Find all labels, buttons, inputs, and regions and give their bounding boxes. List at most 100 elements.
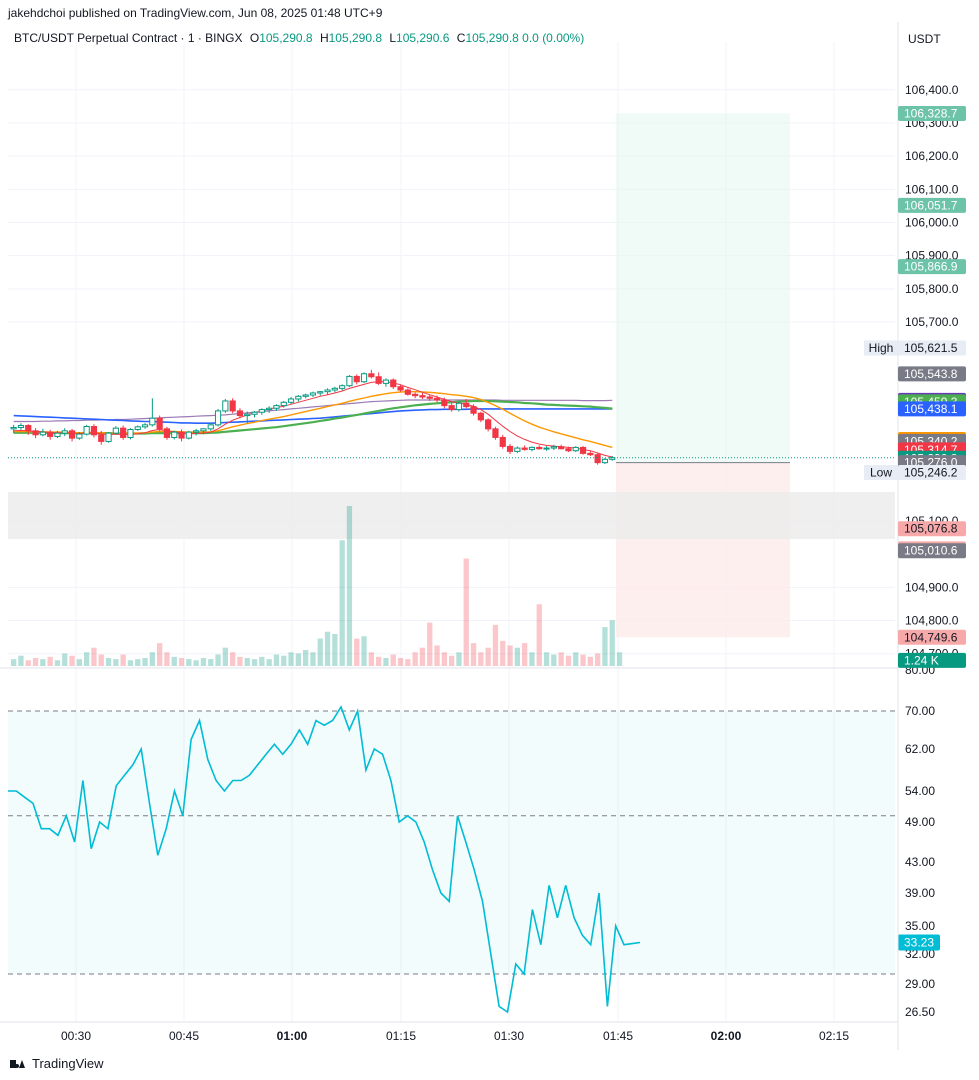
candle-body	[390, 379, 397, 388]
candle-body	[83, 426, 90, 435]
candle-body	[463, 402, 470, 408]
price-tag-box	[898, 259, 966, 275]
candle-body	[609, 457, 616, 460]
candle-body	[244, 413, 251, 417]
candle-body	[207, 424, 214, 430]
open-label: O	[249, 31, 260, 45]
candle-body	[149, 417, 156, 426]
candle-body	[105, 432, 112, 442]
candle-body	[382, 379, 390, 384]
volume-bar	[32, 658, 39, 666]
time-tick-label: 02:00	[711, 1029, 742, 1043]
candle-body	[47, 431, 54, 437]
volume-bar	[449, 655, 455, 666]
ma-long-line	[13, 408, 613, 424]
rsi-tick-label: 54.00	[905, 784, 935, 798]
candle-body	[236, 410, 244, 417]
volume-bar	[368, 652, 374, 666]
volume-bar	[587, 656, 593, 666]
candle-body	[426, 396, 433, 399]
volume-bar	[551, 654, 557, 666]
volume-bar	[281, 655, 287, 666]
candle-body	[477, 412, 484, 421]
candle-body	[156, 417, 163, 430]
candle-body	[572, 446, 579, 452]
candle-body	[485, 419, 492, 430]
candle-body	[455, 402, 463, 411]
candle-body	[193, 430, 200, 433]
candle-body	[317, 391, 324, 394]
volume-bar	[69, 655, 75, 666]
volume-bar	[478, 652, 484, 666]
volume-bar	[616, 652, 623, 666]
candle-body	[419, 395, 426, 398]
price-tag-value: 105,010.6	[904, 544, 958, 558]
volume-bar	[208, 659, 214, 666]
high-label: H	[319, 31, 329, 45]
volume-bar	[193, 660, 199, 666]
brand-name: TradingView	[32, 1056, 104, 1071]
open-value: 105,290.8	[259, 31, 313, 45]
low-value: 105,290.6	[396, 31, 450, 45]
candle-body	[506, 445, 514, 452]
volume-bar	[135, 659, 141, 666]
volume-bar	[405, 659, 411, 666]
volume-bar	[215, 654, 221, 666]
footer: TradingView	[10, 1056, 104, 1071]
loss-zone	[616, 462, 790, 638]
candle-body	[287, 398, 295, 403]
rsi-tick-label: 43.00	[905, 855, 935, 869]
volume-bar	[40, 659, 46, 666]
price-tag-label-box	[864, 340, 898, 356]
volume-bar	[609, 620, 615, 666]
symbol-name[interactable]: BTC/USDT Perpetual Contract · 1 · BINGX	[14, 31, 243, 45]
volume-bar	[339, 540, 345, 666]
volume-bar	[332, 634, 338, 666]
candle-body	[565, 448, 572, 452]
rsi-tick-label: 62.00	[905, 742, 935, 756]
price-tick-label: 106,000.0	[905, 215, 959, 229]
volume-bar	[273, 654, 280, 666]
candle-body	[32, 430, 39, 436]
candle-body	[536, 446, 543, 450]
rsi-line	[8, 705, 641, 1014]
price-tag-box	[898, 366, 966, 382]
long-position-zones[interactable]	[8, 113, 895, 638]
candle-body	[499, 436, 506, 447]
candle-body	[214, 410, 222, 426]
volume-bar	[602, 627, 608, 666]
price-tag-value: 1.24 K	[904, 653, 939, 667]
volume-bar	[288, 652, 294, 666]
volume-bar	[142, 658, 148, 666]
candle-body	[178, 431, 185, 439]
candle-body	[441, 399, 448, 407]
rsi-tick-label: 26.50	[905, 1005, 935, 1019]
rsi-pane: 80.0070.0062.0054.0049.0043.0039.0035.00…	[8, 663, 940, 1019]
candle-body	[17, 425, 25, 428]
volume-bar	[11, 659, 17, 666]
price-tag-value: 105,076.8	[904, 522, 958, 536]
volume-bar	[492, 624, 499, 666]
volume-bar	[120, 654, 126, 666]
price-tag-box	[898, 652, 966, 668]
close-value: 105,290.8	[465, 31, 519, 45]
highlight-band	[8, 492, 895, 539]
candle-body	[448, 405, 455, 411]
volume-bar	[113, 659, 119, 666]
volume-bar	[91, 647, 97, 666]
candle-body	[134, 426, 141, 430]
volume-bar	[507, 645, 513, 666]
volume-bar	[514, 647, 520, 666]
price-tag-value: 105,621.5	[904, 341, 958, 355]
time-tick-label: 01:15	[386, 1029, 416, 1043]
candle-body	[251, 411, 258, 415]
candle-body	[10, 426, 17, 430]
rsi-tick-label: 39.00	[905, 886, 935, 900]
time-tick-label: 01:00	[277, 1029, 308, 1043]
candle-body	[528, 446, 536, 450]
candle-body	[120, 427, 127, 438]
time-tick-label: 01:45	[603, 1029, 633, 1043]
candle-body	[594, 454, 601, 464]
price-tag-value: 105,543.8	[904, 367, 958, 381]
